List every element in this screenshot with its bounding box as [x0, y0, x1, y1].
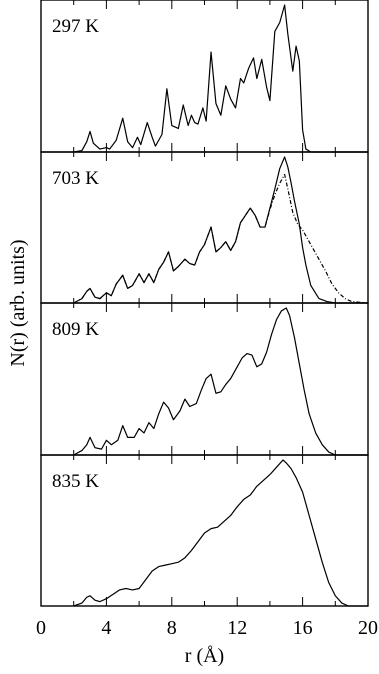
y-axis-label: N(r) (arb. units) — [7, 239, 29, 366]
x-tick-label: 16 — [293, 617, 313, 639]
series-line-panel-1-1 — [73, 4, 368, 153]
series-line-panel-2-1 — [73, 156, 368, 304]
panel-temperature-label: 297 K — [52, 16, 99, 37]
chart-frame — [40, 0, 369, 607]
series-line-panel-3-1 — [73, 307, 368, 456]
x-tick-label: 4 — [101, 617, 111, 639]
label-layer: 297 K 703 K 809 K 835 K 0 4 8 12 16 20 r (Å) N(r) (… — [7, 16, 378, 667]
x-tick-label: 0 — [36, 617, 46, 639]
panel-temperature-label: 835 K — [52, 471, 99, 492]
x-tick-label: 8 — [167, 617, 177, 639]
series-line-panel-4-1 — [73, 459, 368, 607]
x-axis-label: r (Å) — [185, 645, 224, 667]
x-tick-label: 20 — [358, 617, 378, 639]
series-line-panel-2-2 — [73, 173, 369, 304]
panel-temperature-label: 809 K — [52, 319, 99, 340]
series-layer — [73, 4, 369, 607]
x-tick-label: 12 — [227, 617, 247, 639]
panel-temperature-label: 703 K — [52, 168, 99, 189]
